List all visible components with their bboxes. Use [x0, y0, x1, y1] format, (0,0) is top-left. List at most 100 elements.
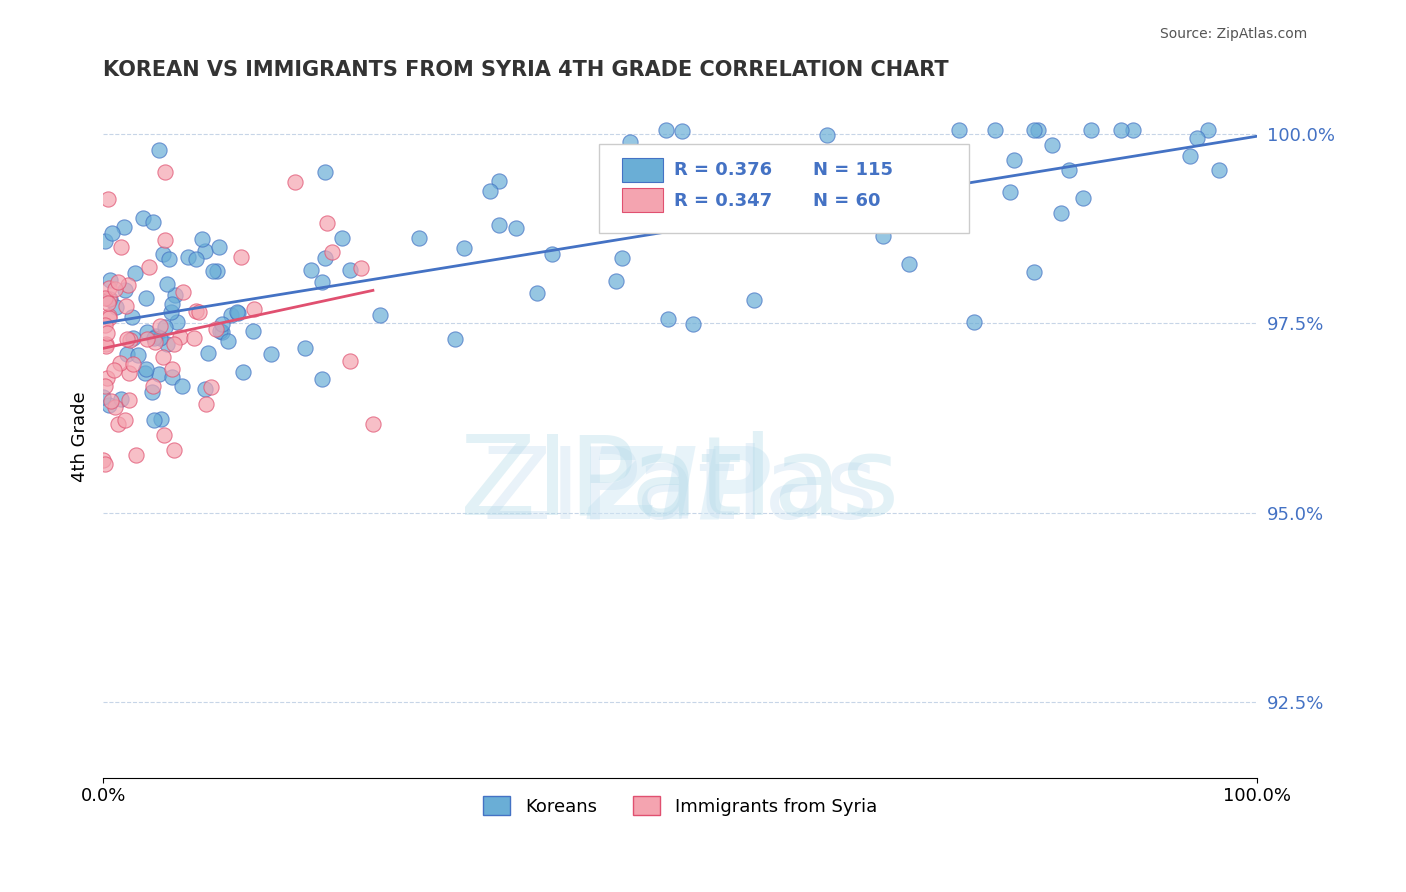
Point	[184, 252, 207, 266]
Point	[505, 220, 527, 235]
Point	[1180, 149, 1202, 163]
Point	[807, 186, 830, 200]
Point	[112, 220, 135, 235]
Point	[143, 331, 166, 345]
Point	[149, 331, 172, 345]
Point	[101, 226, 124, 240]
Point	[96, 296, 118, 310]
Point	[1185, 131, 1208, 145]
Point	[898, 257, 921, 271]
Point	[94, 458, 117, 472]
Point	[156, 337, 179, 351]
Point	[142, 379, 165, 393]
Point	[1026, 123, 1049, 137]
Point	[160, 305, 183, 319]
Point	[156, 277, 179, 291]
Point	[98, 280, 121, 294]
Point	[1197, 123, 1219, 137]
Point	[315, 216, 337, 230]
Point	[160, 361, 183, 376]
Point	[157, 252, 180, 267]
Point	[96, 371, 118, 385]
Text: N = 60: N = 60	[813, 192, 880, 210]
Point	[169, 330, 191, 344]
Point	[232, 365, 254, 379]
Point	[183, 331, 205, 345]
Point	[211, 317, 233, 331]
Point	[150, 411, 173, 425]
Point	[229, 250, 252, 264]
Point	[108, 355, 131, 369]
Point	[1071, 191, 1094, 205]
Point	[98, 309, 121, 323]
Point	[209, 324, 232, 338]
Point	[744, 293, 766, 307]
Point	[350, 261, 373, 276]
Point	[361, 417, 384, 432]
Point	[172, 285, 194, 299]
Point	[103, 363, 125, 377]
Point	[91, 390, 114, 404]
Point	[526, 285, 548, 300]
Point	[163, 288, 186, 302]
Point	[1050, 206, 1073, 220]
Point	[149, 319, 172, 334]
Point	[107, 417, 129, 431]
FancyBboxPatch shape	[599, 145, 969, 233]
Point	[155, 320, 177, 334]
Point	[948, 123, 970, 137]
Point	[799, 206, 821, 220]
Point	[94, 379, 117, 393]
Point	[122, 331, 145, 345]
Point	[117, 332, 139, 346]
Point	[671, 124, 693, 138]
Point	[197, 346, 219, 360]
Point	[610, 251, 633, 265]
Text: ZIP: ZIP	[589, 443, 772, 540]
Point	[1002, 153, 1025, 167]
Point	[488, 173, 510, 187]
Point	[208, 240, 231, 254]
Point	[100, 394, 122, 409]
Point	[124, 266, 146, 280]
Point	[815, 128, 838, 142]
Point	[299, 263, 322, 277]
Point	[124, 448, 146, 462]
Point	[94, 291, 117, 305]
Point	[226, 306, 249, 320]
Point	[408, 231, 430, 245]
Point	[152, 350, 174, 364]
Point	[205, 264, 228, 278]
Point	[148, 143, 170, 157]
Point	[96, 339, 118, 353]
Point	[368, 308, 391, 322]
Point	[100, 273, 122, 287]
Point	[135, 362, 157, 376]
Point	[117, 277, 139, 292]
Point	[96, 337, 118, 351]
Point	[118, 367, 141, 381]
Point	[204, 322, 226, 336]
Point	[121, 310, 143, 324]
Point	[155, 233, 177, 247]
Point	[200, 379, 222, 393]
Point	[983, 123, 1005, 137]
Point	[141, 384, 163, 399]
FancyBboxPatch shape	[623, 158, 662, 182]
Point	[963, 316, 986, 330]
Point	[657, 312, 679, 326]
Point	[243, 302, 266, 317]
Point	[294, 341, 316, 355]
Point	[668, 181, 690, 195]
Point	[152, 246, 174, 260]
Point	[330, 231, 353, 245]
Point	[453, 241, 475, 255]
Text: ZIPatlas: ZIPatlas	[460, 431, 900, 538]
Y-axis label: 4th Grade: 4th Grade	[72, 392, 89, 483]
Point	[98, 293, 121, 307]
Point	[1022, 265, 1045, 279]
Point	[107, 275, 129, 289]
Point	[96, 326, 118, 340]
Point	[1000, 185, 1022, 199]
Text: Source: ZipAtlas.com: Source: ZipAtlas.com	[1160, 27, 1308, 41]
